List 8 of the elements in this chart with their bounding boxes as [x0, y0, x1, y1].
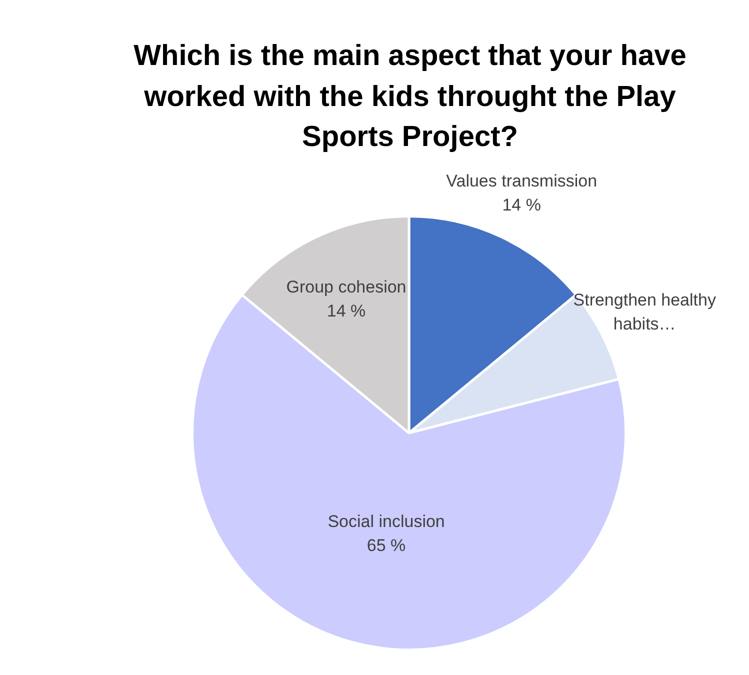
slice-label: Social inclusion	[328, 512, 445, 532]
chart-title: Which is the main aspect that your have worked with the kids throught the Play Sports Project?	[132, 39, 688, 156]
slice-label: Values transmission	[446, 171, 598, 190]
data-label: 65 %	[366, 536, 406, 556]
slice-label: Group cohesion	[286, 277, 406, 296]
data-label: 14 %	[326, 301, 366, 320]
data-label: 14 %	[502, 195, 541, 214]
slice-label: Strengthen healthy habits…	[573, 290, 716, 334]
